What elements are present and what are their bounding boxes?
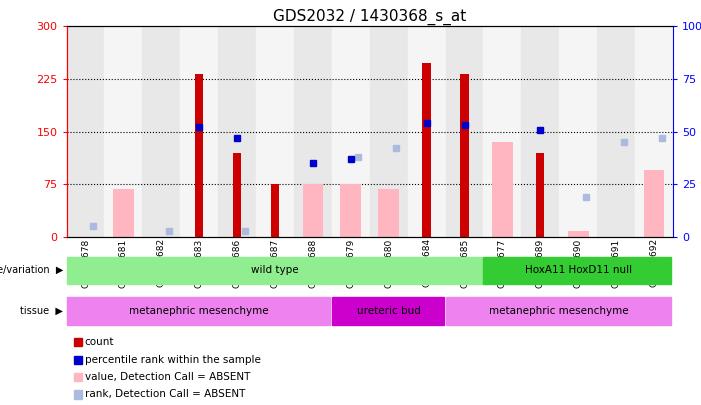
Bar xyxy=(332,297,444,324)
Text: count: count xyxy=(85,337,114,347)
Text: percentile rank within the sample: percentile rank within the sample xyxy=(85,355,261,364)
Text: genotype/variation  ▶: genotype/variation ▶ xyxy=(0,265,63,275)
Bar xyxy=(142,26,180,237)
Bar xyxy=(461,74,469,237)
Bar xyxy=(597,26,635,237)
Bar xyxy=(635,26,673,237)
Title: GDS2032 / 1430368_s_at: GDS2032 / 1430368_s_at xyxy=(273,9,466,25)
Bar xyxy=(195,74,203,237)
Text: ureteric bud: ureteric bud xyxy=(357,306,421,316)
Bar xyxy=(559,26,597,237)
Bar xyxy=(341,184,361,237)
Bar xyxy=(332,26,369,237)
Text: wild type: wild type xyxy=(251,265,299,275)
Bar xyxy=(256,26,294,237)
Bar xyxy=(423,63,431,237)
Bar xyxy=(67,26,104,237)
Bar xyxy=(379,189,399,237)
Bar xyxy=(536,153,545,237)
Bar xyxy=(446,26,484,237)
Bar xyxy=(446,297,671,324)
Bar xyxy=(408,26,446,237)
Bar xyxy=(522,26,559,237)
Bar xyxy=(294,26,332,237)
Bar xyxy=(218,26,256,237)
Bar xyxy=(484,257,671,284)
Bar xyxy=(369,26,408,237)
Bar xyxy=(271,184,279,237)
Bar xyxy=(492,142,513,237)
Bar xyxy=(644,170,665,237)
Bar xyxy=(67,297,330,324)
Bar xyxy=(67,257,482,284)
Bar xyxy=(233,153,241,237)
Text: metanephric mesenchyme: metanephric mesenchyme xyxy=(130,306,269,316)
Text: HoxA11 HoxD11 null: HoxA11 HoxD11 null xyxy=(524,265,632,275)
Bar xyxy=(113,189,134,237)
Bar xyxy=(104,26,142,237)
Bar xyxy=(568,231,589,237)
Text: value, Detection Call = ABSENT: value, Detection Call = ABSENT xyxy=(85,372,250,382)
Text: rank, Detection Call = ABSENT: rank, Detection Call = ABSENT xyxy=(85,390,245,399)
Text: tissue  ▶: tissue ▶ xyxy=(20,306,63,316)
Bar xyxy=(180,26,218,237)
Text: metanephric mesenchyme: metanephric mesenchyme xyxy=(489,306,629,316)
Bar xyxy=(303,184,323,237)
Bar xyxy=(484,26,522,237)
